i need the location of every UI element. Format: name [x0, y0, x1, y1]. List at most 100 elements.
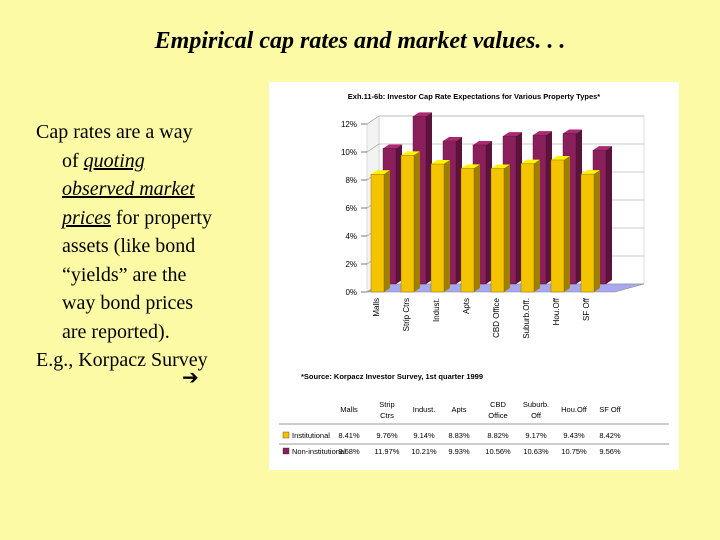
- bar-noninstitutional-side: [576, 129, 582, 284]
- table-header: Hou.Off: [561, 405, 588, 414]
- bar-institutional-side: [594, 170, 600, 292]
- bar-institutional-side: [414, 151, 420, 292]
- table-header: Apts: [451, 405, 466, 414]
- bar-institutional: [550, 159, 565, 293]
- bullet-line-5: assets (like bond: [62, 235, 196, 257]
- x-category-label: Apts: [462, 298, 471, 314]
- table-cell: 9.43%: [563, 431, 585, 440]
- bar-institutional: [400, 155, 415, 293]
- bar-noninstitutional-top: [443, 137, 462, 142]
- legend-label: Institutional: [292, 431, 330, 440]
- bullet-line-7: way bond prices: [62, 292, 194, 314]
- bar-noninstitutional-side: [546, 131, 552, 284]
- bar-institutional-side: [444, 160, 450, 292]
- bar-noninstitutional-top: [413, 112, 432, 117]
- bar-institutional-top: [551, 155, 570, 160]
- bar-institutional-top: [401, 151, 420, 156]
- bar-institutional-top: [461, 164, 480, 169]
- table-header: SF Off: [599, 405, 621, 414]
- table-header-2: Off: [531, 411, 542, 420]
- y-tick-label: 0%: [345, 288, 357, 297]
- bullet-line-8: are reported).: [62, 320, 170, 343]
- bullet-emphasis-quoting: quoting: [83, 149, 145, 172]
- table-cell: 10.21%: [411, 447, 437, 456]
- x-category-label: Malls: [372, 298, 381, 317]
- bar-institutional-side: [384, 170, 390, 292]
- x-category-label: CBD Office: [492, 297, 501, 337]
- bar-institutional-top: [521, 159, 540, 164]
- table-cell: 10.56%: [485, 447, 511, 456]
- bullet-line-6: “yields” are the: [62, 263, 187, 286]
- bar-institutional: [370, 174, 385, 293]
- table-cell: 11.97%: [375, 447, 400, 456]
- bar-institutional: [490, 168, 505, 293]
- bar-institutional-top: [581, 170, 600, 175]
- y-tick-label: 4%: [345, 232, 357, 241]
- slide-title: Empirical cap rates and market values. .…: [154, 28, 566, 54]
- bar-institutional-top: [431, 160, 450, 165]
- y-tick-label: 6%: [345, 204, 357, 213]
- bar-institutional-side: [534, 159, 540, 292]
- table-header: Indust.: [413, 405, 436, 414]
- x-category-label: Suburb.Off.: [522, 298, 531, 339]
- bar-noninstitutional-top: [503, 132, 522, 137]
- bar-noninstitutional-top: [593, 146, 612, 151]
- bar-noninstitutional-top: [563, 129, 582, 134]
- right-arrow-icon: ➔: [182, 365, 199, 389]
- y-tick-label: 12%: [341, 120, 357, 129]
- table-cell: 9.93%: [448, 447, 470, 456]
- table-cell: 8.41%: [338, 431, 360, 440]
- table-cell: 9.56%: [599, 447, 621, 456]
- table-header-2: Ctrs: [380, 411, 394, 420]
- bar-institutional-side: [504, 164, 510, 292]
- bar-noninstitutional-side: [606, 146, 612, 284]
- table-cell: 10.63%: [523, 447, 549, 456]
- table-header: Suburb.: [523, 400, 549, 409]
- bar-institutional: [430, 163, 445, 293]
- cap-rate-chart: Exh.11-6b: Investor Cap Rate Expectation…: [279, 92, 669, 456]
- bar-institutional-side: [564, 155, 570, 292]
- bullet-text: Cap rates are a way of quoting observed …: [36, 118, 266, 375]
- bullet-line-9: E.g., Korpacz Survey: [36, 349, 208, 371]
- bar-institutional-side: [474, 164, 480, 292]
- y-tick-label: 8%: [345, 176, 357, 185]
- bar-institutional-top: [371, 170, 390, 175]
- bar-institutional: [460, 168, 475, 293]
- y-tick-label: 10%: [341, 148, 357, 157]
- table-cell: 8.83%: [448, 431, 470, 440]
- table-cell: 9.68%: [338, 447, 360, 456]
- bar-institutional-top: [491, 164, 510, 169]
- legend-swatch: [282, 447, 290, 455]
- x-category-label: Hou.Off: [552, 297, 561, 325]
- table-header: Strip: [379, 400, 394, 409]
- x-category-label: Strip Ctrs: [402, 298, 411, 331]
- table-cell: 9.17%: [525, 431, 547, 440]
- bar-noninstitutional-side: [486, 140, 492, 284]
- table-cell: 8.42%: [599, 431, 621, 440]
- bullet-emphasis-observed: observed market: [62, 178, 195, 200]
- x-category-label: SF Off: [582, 297, 591, 321]
- bullet-line-2: of quoting: [36, 147, 266, 176]
- table-header: Malls: [340, 405, 358, 414]
- bar-institutional: [520, 163, 535, 293]
- bar-noninstitutional-side: [456, 137, 462, 284]
- chart-source: *Source: Korpacz Investor Survey, 1st qu…: [301, 372, 483, 381]
- bullet-emphasis-prices: prices: [62, 206, 111, 229]
- bullet-line-4: prices for property: [36, 204, 266, 233]
- bullet-line-4-suffix: for property: [110, 206, 212, 229]
- table-cell: 8.82%: [487, 431, 509, 440]
- table-header: CBD: [490, 400, 506, 409]
- legend-label: Non-institutional: [292, 447, 346, 456]
- bar-noninstitutional-side: [426, 112, 432, 284]
- bar-noninstitutional-top: [533, 131, 552, 136]
- bullet-line-1: Cap rates are a way: [36, 121, 193, 143]
- table-cell: 10.75%: [561, 447, 587, 456]
- exhibit-panel: Exh.11-6b: Investor Cap Rate Expectation…: [269, 82, 679, 470]
- bar-noninstitutional-side: [516, 132, 522, 284]
- table-cell: 9.14%: [413, 431, 435, 440]
- gridline-side: [366, 143, 380, 153]
- bar-noninstitutional-side: [396, 144, 402, 284]
- table-cell: 9.76%: [376, 431, 398, 440]
- chart-title: Exh.11-6b: Investor Cap Rate Expectation…: [348, 92, 601, 101]
- bar-noninstitutional-top: [383, 144, 402, 149]
